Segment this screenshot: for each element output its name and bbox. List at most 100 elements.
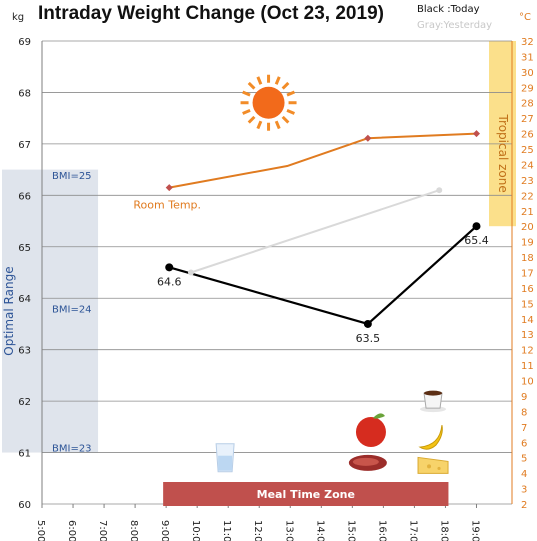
y-right-tick-label: 15 — [521, 299, 534, 310]
y-right-tick-label: 9 — [521, 392, 527, 403]
y-right-tick-label: 30 — [521, 68, 534, 79]
bmi-label: BMI=23 — [52, 443, 92, 454]
y-right-tick-label: 2 — [521, 500, 527, 511]
x-tick-label: 8:00 — [128, 520, 139, 541]
optimal-range-label: Optimal Range — [2, 266, 16, 355]
y-right-tick-label: 32 — [521, 37, 534, 48]
apple-body — [355, 416, 386, 447]
sun-ray — [256, 120, 263, 130]
sun-ray — [281, 115, 290, 124]
yesterday-series-line — [190, 189, 440, 274]
sun-ray — [256, 76, 263, 85]
today-data-label: 63.5 — [356, 332, 381, 345]
banana-icon — [418, 425, 443, 450]
sun-ray — [247, 81, 256, 90]
y-left-tick-label: 69 — [18, 37, 31, 48]
sun-disc — [252, 86, 285, 119]
x-tick-label: 12:00 — [252, 520, 263, 541]
y-right-tick-label: 31 — [521, 52, 534, 63]
y-right-tick-label: 14 — [521, 315, 534, 326]
bmi-label: BMI=24 — [52, 305, 92, 316]
room-temp-point — [364, 134, 372, 142]
room-temp-series-line — [169, 132, 477, 189]
sun-ray — [286, 109, 295, 115]
y-left-tick-label: 62 — [18, 397, 31, 408]
cheese-hole — [437, 466, 441, 471]
apple-leaf — [372, 413, 385, 419]
cheese-hole — [427, 464, 432, 469]
y-right-tick-label: 22 — [521, 191, 534, 202]
y-right-tick-label: 21 — [521, 207, 534, 218]
x-tick-label: 16:00 — [376, 520, 387, 541]
y-right-tick-label: 27 — [521, 114, 534, 125]
legend-yesterday: Gray:Yesterday — [417, 20, 493, 31]
y-right-tick-label: 8 — [521, 407, 527, 418]
room-temp-point — [165, 184, 173, 192]
y-right-tick-label: 12 — [521, 346, 534, 357]
y-right-tick-label: 10 — [521, 377, 534, 388]
sun-ray — [286, 90, 295, 97]
y-right-tick-label: 17 — [521, 269, 534, 280]
y-left-tick-label: 63 — [18, 346, 31, 357]
y-right-tick-label: 13 — [521, 330, 534, 341]
y-right-tick-label: 4 — [521, 469, 527, 480]
x-tick-label: 14:00 — [314, 520, 325, 541]
room-temp-label: Room Temp. — [133, 199, 201, 212]
sun-ray — [242, 90, 251, 97]
y-right-tick-label: 29 — [521, 83, 534, 94]
y-right-tick-label: 26 — [521, 130, 534, 141]
y-right-tick-label: 18 — [521, 253, 534, 264]
y-left-tick-label: 64 — [18, 294, 31, 305]
y-right-tick-label: 23 — [521, 176, 534, 187]
today-data-label: 65.4 — [464, 234, 489, 247]
x-tick-label: 10:00 — [190, 520, 201, 541]
right-axis-unit: °C — [519, 12, 531, 23]
y-right-tick-label: 16 — [521, 284, 534, 295]
today-series-line — [168, 225, 478, 326]
sun-icon — [240, 74, 297, 131]
y-right-tick-label: 11 — [521, 361, 534, 372]
y-right-tick-label: 3 — [521, 485, 527, 496]
meal-time-zone-label: Meal Time Zone — [257, 488, 355, 501]
banana-body — [418, 425, 443, 450]
y-right-tick-label: 19 — [521, 238, 534, 249]
y-left-tick-label: 65 — [18, 243, 31, 254]
y-left-tick-label: 66 — [18, 191, 31, 202]
y-right-tick-label: 5 — [521, 454, 527, 465]
y-right-tick-label: 28 — [521, 99, 534, 110]
x-tick-label: 9:00 — [159, 520, 170, 541]
coffee-surface — [424, 390, 443, 396]
x-tick-label: 11:00 — [221, 520, 232, 541]
tropical-zone-label: Tropical zone — [496, 113, 510, 192]
today-point — [363, 319, 372, 328]
cheese-body — [417, 456, 449, 474]
sun-ray — [242, 109, 251, 115]
sun-ray — [274, 76, 281, 85]
today-point — [472, 222, 481, 231]
optimal-range-band — [2, 169, 99, 453]
sun-ray — [281, 81, 290, 90]
x-tick-label: 19:00 — [469, 520, 480, 541]
sun-ray — [247, 115, 256, 124]
legend-today: Black :Today — [417, 4, 480, 15]
yesterday-point — [187, 269, 194, 276]
x-tick-label: 5:00 — [35, 520, 46, 541]
meat-inner — [352, 457, 379, 466]
today-point — [165, 263, 174, 272]
x-tick-label: 13:00 — [283, 520, 294, 541]
apple-icon — [355, 413, 386, 447]
y-left-tick-label: 68 — [18, 88, 31, 99]
y-left-tick-label: 67 — [18, 140, 31, 151]
coffee-cup-icon — [420, 390, 447, 413]
meat-icon — [348, 454, 387, 471]
sun-ray — [274, 120, 281, 130]
y-right-tick-label: 6 — [521, 438, 527, 449]
y-left-tick-label: 61 — [18, 449, 31, 460]
y-right-tick-label: 25 — [521, 145, 534, 156]
x-tick-label: 17:00 — [407, 520, 418, 541]
bmi-label: BMI=25 — [52, 171, 92, 182]
cheese-icon — [417, 456, 449, 474]
x-tick-label: 6:00 — [66, 520, 77, 541]
